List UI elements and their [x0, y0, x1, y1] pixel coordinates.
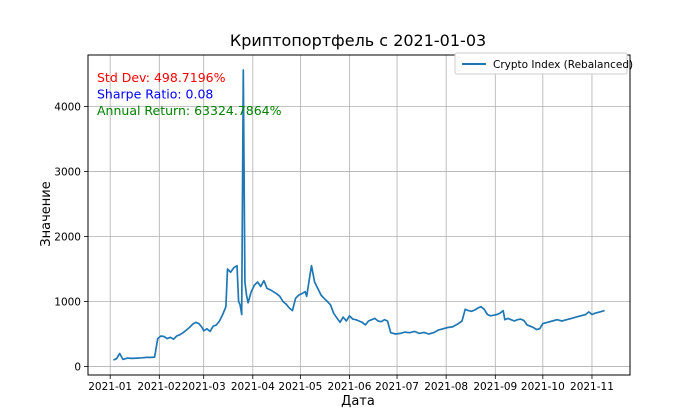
grid-layer	[88, 55, 630, 375]
y-tick-label: 3000	[54, 166, 81, 178]
x-tick-label: 2021-01	[88, 381, 132, 393]
y-tick-label: 0	[74, 362, 81, 374]
legend: Crypto Index (Rebalanced)	[454, 52, 633, 75]
series-layer	[113, 69, 605, 361]
y-tick-label: 1000	[54, 297, 81, 309]
stats-annotation: Annual Return: 63324.7864%	[97, 103, 282, 118]
x-tick-label: 2021-07	[375, 381, 419, 393]
stats-annotation: Sharpe Ratio: 0.08	[97, 87, 213, 102]
x-tick-label: 2021-08	[424, 381, 468, 393]
x-tick-label: 2021-11	[570, 381, 614, 393]
x-tick-label: 2021-04	[231, 381, 275, 393]
y-tick-label: 2000	[54, 231, 81, 243]
x-tick-label: 2021-10	[521, 381, 565, 393]
x-tick-label: 2021-06	[328, 381, 372, 393]
axes-layer: 2021-01 2021-02 2021-03 2021-04 2021-05 2021-…	[54, 54, 631, 393]
legend-label: Crypto Index (Rebalanced)	[493, 59, 633, 71]
annotation-layer: Std Dev: 498.7196% Sharpe Ratio: 0.08Annu…	[97, 70, 282, 118]
x-tick-label: 2021-05	[278, 381, 322, 393]
chart-title: Криптопортфель с 2021-01-03	[230, 31, 486, 50]
stats-annotation: Std Dev: 498.7196%	[97, 70, 226, 85]
x-tick-label: 2021-02	[137, 381, 181, 393]
x-tick-label: 2021-09	[473, 381, 517, 393]
x-tick-label: 2021-03	[182, 381, 226, 393]
legend-frame	[454, 52, 628, 75]
y-tick-label: 4000	[54, 101, 81, 113]
plot-frame	[87, 54, 631, 376]
x-axis-title: Дата	[341, 394, 375, 409]
series-line	[113, 69, 605, 361]
y-axis-title: Значение	[39, 181, 54, 246]
